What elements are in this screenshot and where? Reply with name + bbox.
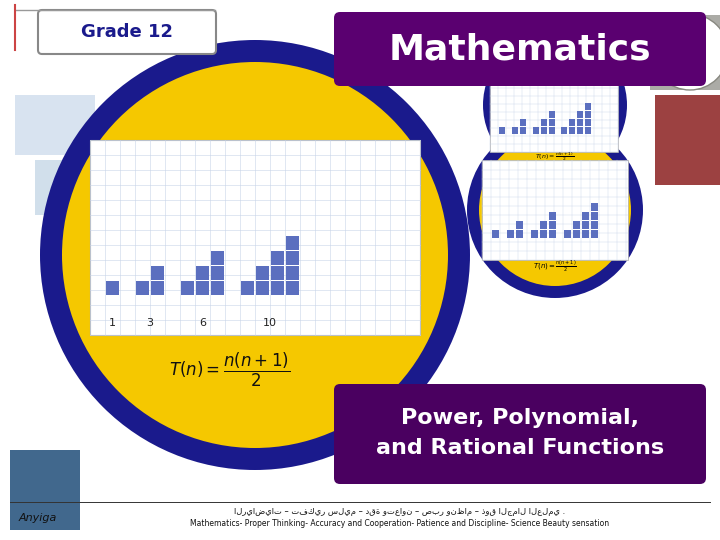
FancyBboxPatch shape <box>181 281 194 294</box>
Text: 6: 6 <box>199 318 206 328</box>
FancyBboxPatch shape <box>210 266 224 280</box>
FancyBboxPatch shape <box>539 221 547 228</box>
FancyBboxPatch shape <box>286 281 299 294</box>
FancyBboxPatch shape <box>490 68 618 152</box>
FancyBboxPatch shape <box>590 221 598 228</box>
FancyBboxPatch shape <box>210 251 224 265</box>
FancyBboxPatch shape <box>286 236 299 249</box>
Text: Mathematics: Mathematics <box>389 32 652 66</box>
FancyBboxPatch shape <box>541 127 547 133</box>
FancyBboxPatch shape <box>506 230 514 238</box>
FancyBboxPatch shape <box>577 127 583 133</box>
Text: and Rational Functions: and Rational Functions <box>376 438 664 458</box>
FancyBboxPatch shape <box>549 212 556 219</box>
FancyBboxPatch shape <box>520 119 526 125</box>
FancyBboxPatch shape <box>210 281 224 294</box>
FancyBboxPatch shape <box>498 127 505 133</box>
FancyBboxPatch shape <box>38 10 216 54</box>
FancyBboxPatch shape <box>531 230 538 238</box>
FancyBboxPatch shape <box>90 140 420 335</box>
Circle shape <box>479 134 631 286</box>
FancyBboxPatch shape <box>516 230 523 238</box>
FancyBboxPatch shape <box>577 119 583 125</box>
FancyBboxPatch shape <box>582 221 589 228</box>
FancyBboxPatch shape <box>585 119 591 125</box>
FancyBboxPatch shape <box>569 119 575 125</box>
Text: 3: 3 <box>146 318 153 328</box>
FancyBboxPatch shape <box>549 230 556 238</box>
Polygon shape <box>650 15 720 90</box>
FancyBboxPatch shape <box>582 230 589 238</box>
FancyBboxPatch shape <box>590 203 598 211</box>
FancyBboxPatch shape <box>196 266 209 280</box>
FancyBboxPatch shape <box>590 212 598 219</box>
FancyBboxPatch shape <box>585 127 591 133</box>
FancyBboxPatch shape <box>577 111 583 118</box>
Text: اقرأ: اقرأ <box>677 44 703 60</box>
Circle shape <box>40 40 470 470</box>
FancyBboxPatch shape <box>549 127 555 133</box>
FancyBboxPatch shape <box>582 212 589 219</box>
Text: 10: 10 <box>263 318 277 328</box>
FancyBboxPatch shape <box>511 127 518 133</box>
Text: $T(n)=\frac{n(n+1)}{2}$: $T(n)=\frac{n(n+1)}{2}$ <box>533 258 577 274</box>
FancyBboxPatch shape <box>549 111 555 118</box>
FancyBboxPatch shape <box>334 12 706 86</box>
FancyBboxPatch shape <box>533 127 539 133</box>
FancyBboxPatch shape <box>334 384 706 484</box>
Text: $T(n)=\frac{n(n+1)}{2}$: $T(n)=\frac{n(n+1)}{2}$ <box>535 151 575 163</box>
FancyBboxPatch shape <box>271 251 284 265</box>
FancyBboxPatch shape <box>564 230 571 238</box>
FancyBboxPatch shape <box>541 119 547 125</box>
FancyBboxPatch shape <box>482 160 628 260</box>
FancyBboxPatch shape <box>516 221 523 228</box>
FancyBboxPatch shape <box>286 266 299 280</box>
FancyBboxPatch shape <box>569 127 575 133</box>
FancyBboxPatch shape <box>286 251 299 265</box>
FancyBboxPatch shape <box>572 230 580 238</box>
Circle shape <box>652 14 720 90</box>
FancyBboxPatch shape <box>572 221 580 228</box>
FancyBboxPatch shape <box>256 266 269 280</box>
FancyBboxPatch shape <box>590 230 598 238</box>
Text: Power, Polynomial,: Power, Polynomial, <box>401 408 639 428</box>
FancyBboxPatch shape <box>549 119 555 125</box>
Circle shape <box>62 62 448 448</box>
FancyBboxPatch shape <box>549 221 556 228</box>
FancyBboxPatch shape <box>492 230 499 238</box>
FancyBboxPatch shape <box>271 281 284 294</box>
FancyBboxPatch shape <box>585 103 591 110</box>
Circle shape <box>493 43 617 167</box>
FancyBboxPatch shape <box>256 281 269 294</box>
FancyBboxPatch shape <box>150 266 164 280</box>
Text: Grade 12: Grade 12 <box>81 23 173 41</box>
FancyBboxPatch shape <box>196 281 209 294</box>
Polygon shape <box>15 95 95 155</box>
FancyBboxPatch shape <box>520 127 526 133</box>
Circle shape <box>467 122 643 298</box>
Polygon shape <box>35 160 110 215</box>
Text: Mathematics- Proper Thinking- Accuracy and Cooperation- Patience and Discipline-: Mathematics- Proper Thinking- Accuracy a… <box>190 519 610 529</box>
FancyBboxPatch shape <box>240 281 254 294</box>
FancyBboxPatch shape <box>539 230 547 238</box>
Text: Anyiga: Anyiga <box>19 513 57 523</box>
FancyBboxPatch shape <box>271 266 284 280</box>
Text: 1: 1 <box>109 318 116 328</box>
FancyBboxPatch shape <box>560 127 567 133</box>
Polygon shape <box>10 450 80 530</box>
Circle shape <box>483 33 627 177</box>
Text: الرياضيات – تفكير سليم – دقة وتعاون – صبر ونظام – ذوق الجمال العلمي .: الرياضيات – تفكير سليم – دقة وتعاون – صب… <box>235 508 566 516</box>
FancyBboxPatch shape <box>135 281 149 294</box>
FancyBboxPatch shape <box>150 281 164 294</box>
Text: $T(n) = \dfrac{n(n+1)}{2}$: $T(n) = \dfrac{n(n+1)}{2}$ <box>169 351 291 389</box>
Polygon shape <box>655 95 720 185</box>
FancyBboxPatch shape <box>585 111 591 118</box>
FancyBboxPatch shape <box>106 281 119 294</box>
